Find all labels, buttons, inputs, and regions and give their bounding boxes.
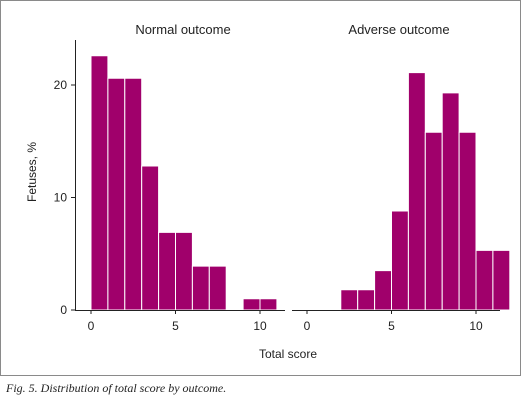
histogram-bar [107,77,126,311]
panel-normal-outcome: Normal outcome 0 5 10 0 10 20 [54,22,285,333]
x-tick-label: 10 [253,319,267,333]
histogram-bar [175,231,193,311]
histogram-bar [90,55,109,311]
histogram-chart: Normal outcome 0 5 10 0 10 20 Adverse outcome 0 5… [25,22,511,361]
histogram-bar [492,249,511,311]
histogram-bar [458,131,477,311]
y-tick-label: 10 [54,191,68,205]
histogram-bar [208,265,227,311]
panel-adverse-outcome: Adverse outcome 0 5 10 [292,22,511,333]
histogram-bar [391,210,409,311]
histogram-bar [242,298,261,311]
histogram-bar [424,131,443,311]
panel-title: Normal outcome [135,22,230,37]
x-tick-label: 10 [469,319,483,333]
histogram-bar [374,270,393,311]
y-tick-label: 0 [60,303,67,317]
histogram-bar [475,249,494,311]
histogram-bar [357,289,376,311]
histogram-bar [124,77,143,311]
panel-title: Adverse outcome [348,22,449,37]
histogram-bar [340,289,359,311]
histogram-bar [141,165,160,311]
y-tick-label: 20 [54,78,68,92]
histogram-bar [441,92,460,311]
y-axis-title: Fetuses, % [25,142,39,202]
x-tick-label: 5 [388,319,395,333]
histogram-bar [191,265,210,311]
histogram-bar [259,298,278,311]
x-axis-title: Total score [259,347,317,361]
figure-caption: Fig. 5. Distribution of total score by o… [6,381,227,395]
x-tick-label: 0 [88,319,95,333]
histogram-bar [407,72,426,311]
x-tick-label: 5 [172,319,179,333]
histogram-bar [158,231,177,311]
x-tick-label: 0 [304,319,311,333]
